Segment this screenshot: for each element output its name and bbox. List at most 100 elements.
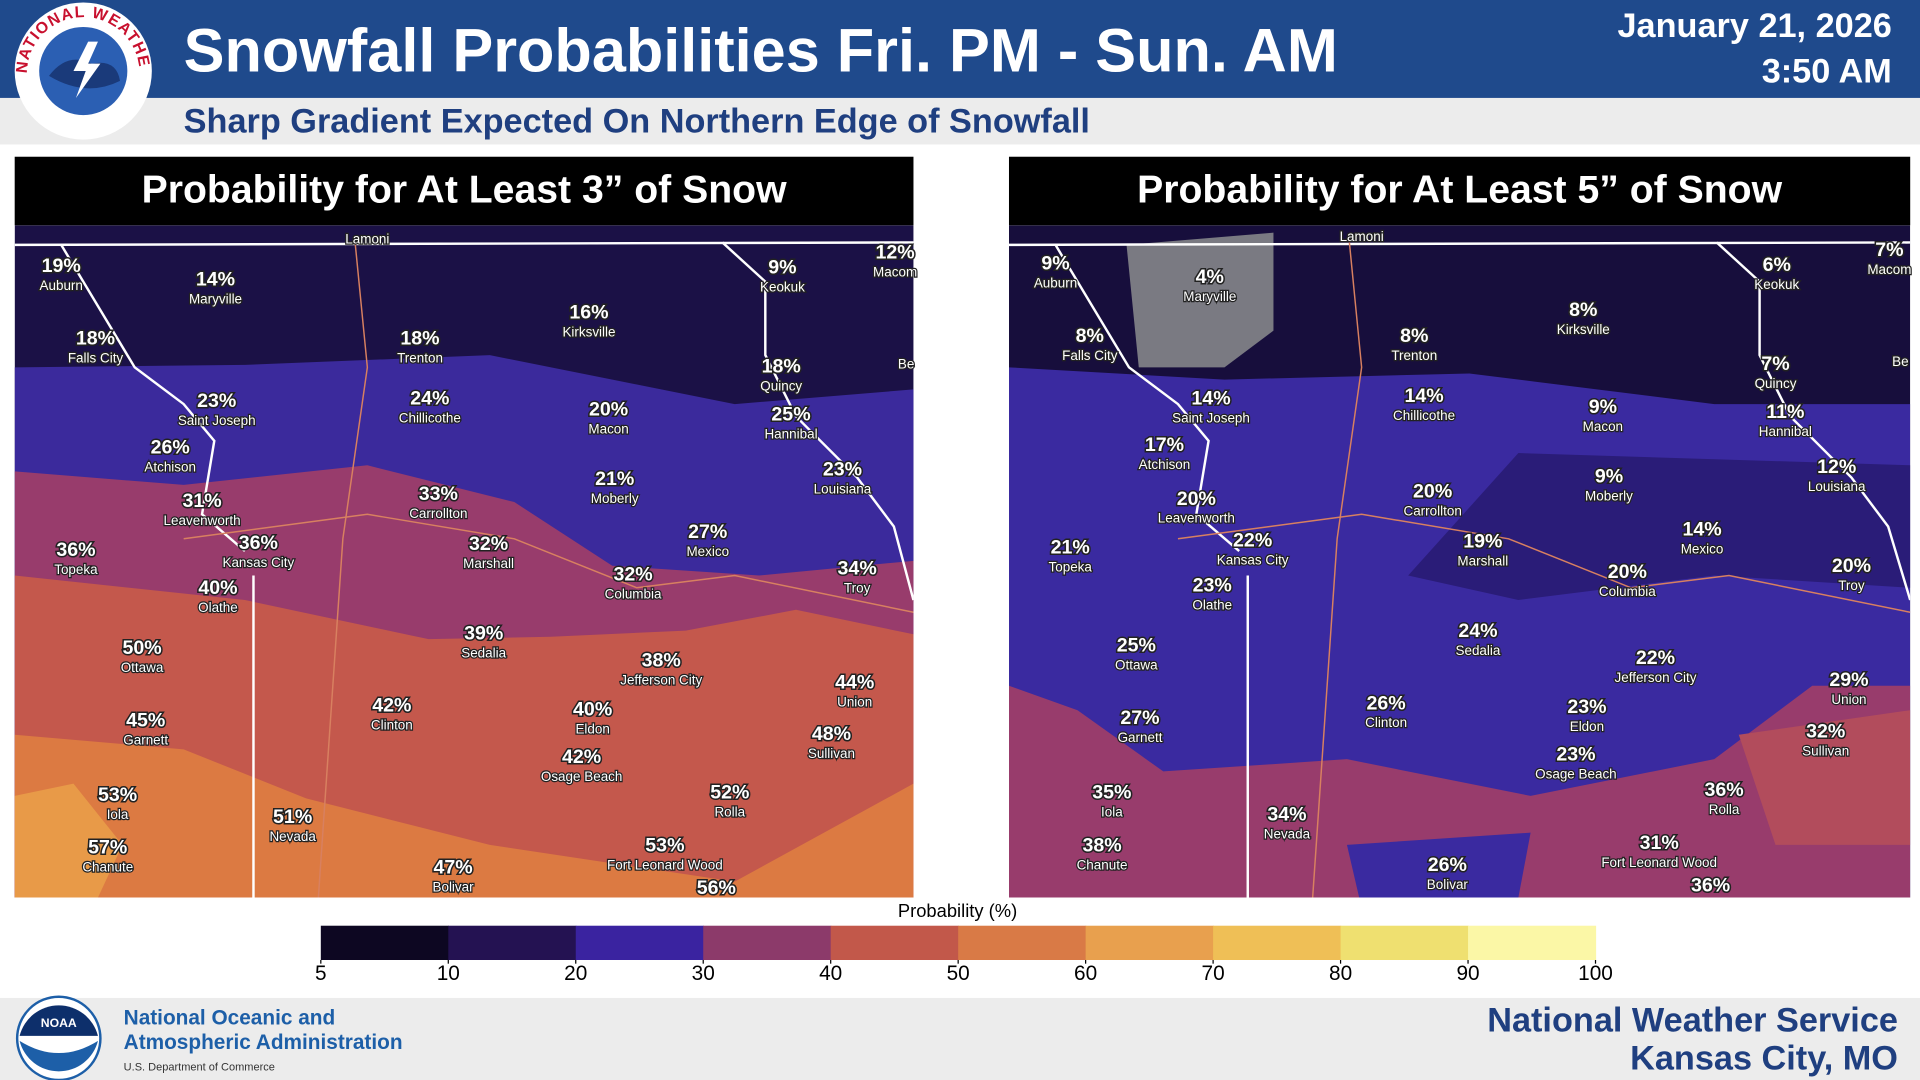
legend-swatch [1085, 925, 1214, 960]
probability-label: 22% [1233, 529, 1272, 551]
city-label: Garnett [1118, 730, 1163, 745]
probability-label: 25% [1117, 635, 1156, 657]
probability-label: 19% [1463, 531, 1502, 553]
probability-label: 53% [98, 784, 137, 806]
city-label: Macom [1867, 262, 1911, 277]
legend-tick-label: 70 [1202, 962, 1225, 985]
subtitle-bar [0, 97, 1920, 145]
city-label: Rolla [1709, 802, 1740, 817]
probability-label: 8% [1076, 325, 1104, 347]
panel-title: Probability for At Least 5” of Snow [1137, 169, 1782, 212]
city-label: Jefferson City [1615, 670, 1697, 685]
city-label: Eldon [575, 721, 609, 736]
probability-label: 14% [1191, 387, 1230, 409]
legend-tick-label: 40 [819, 962, 842, 985]
legend-tick-label: 5 [315, 962, 327, 985]
office-location: Kansas City, MO [1630, 1039, 1898, 1077]
city-label: Atchison [1139, 457, 1191, 472]
legend-tick-label: 30 [692, 962, 715, 985]
legend-swatch [1213, 925, 1342, 960]
probability-label: 40% [198, 577, 237, 599]
city-label: Union [837, 694, 872, 709]
probability-label: 23% [197, 390, 236, 412]
probability-label: 20% [1413, 480, 1452, 502]
probability-label: 21% [1051, 537, 1090, 559]
legend-tick-label: 10 [437, 962, 460, 985]
probability-label: 36% [1691, 875, 1730, 897]
city-label: Maryville [189, 292, 242, 307]
probability-label: 8% [1400, 325, 1428, 347]
probability-label: 23% [1193, 575, 1232, 597]
city-label: Carrollton [409, 506, 467, 521]
city-label: Sullivan [1802, 743, 1849, 758]
city-label: Kansas City [222, 555, 294, 570]
legend-swatch [958, 925, 1087, 960]
legend-tick-label: 80 [1329, 962, 1352, 985]
office: National Weather Service [1487, 1002, 1898, 1040]
probability-label: 25% [771, 403, 810, 425]
city-label: Nevada [1264, 827, 1311, 842]
city-label: Trenton [1391, 348, 1437, 363]
city-label: Rolla [714, 805, 745, 820]
probability-label: 36% [239, 532, 278, 554]
probability-label: 4% [1196, 266, 1224, 288]
legend: Probability (%) 5 10 20 30 40 50 60 70 80 90 100 [315, 900, 1613, 985]
city-label: Keokuk [760, 279, 805, 294]
probability-label: 47% [433, 856, 472, 878]
city-label: Atchison [144, 459, 196, 474]
probability-label: 21% [595, 468, 634, 490]
panel-title-bar [1008, 156, 1911, 226]
agency-line2: Atmospheric Administration [124, 1031, 403, 1054]
city-label: Eldon [1570, 719, 1604, 734]
city-label: Sedalia [461, 645, 506, 660]
legend-tick-label: 90 [1456, 962, 1479, 985]
city-label: Columbia [605, 587, 662, 602]
header-bar [0, 0, 1920, 98]
probability-label: 36% [56, 539, 95, 561]
city-label: Chanute [82, 860, 133, 875]
city-label: Bolivar [432, 879, 474, 894]
probability-label: 36% [1704, 779, 1743, 801]
city-label: Leavenworth [1158, 511, 1235, 526]
legend-swatch [320, 925, 449, 960]
city-label: Chillicothe [399, 410, 461, 425]
probability-label: 38% [642, 649, 681, 671]
city-label: Fort Leonard Wood [607, 857, 723, 872]
city-label: Auburn [40, 278, 83, 293]
probability-label: 38% [1082, 834, 1121, 856]
probability-label: 45% [126, 709, 165, 731]
city-label: Louisiana [1808, 479, 1866, 494]
city-label: Kansas City [1217, 552, 1289, 567]
city-label: Nevada [269, 829, 316, 844]
city-label: Maryville [1183, 289, 1236, 304]
probability-label: 6% [1763, 254, 1791, 276]
probability-label: 22% [1636, 647, 1675, 669]
probability-label: 48% [812, 723, 851, 745]
city-label: Macom [873, 265, 917, 280]
city-label: Clinton [371, 718, 413, 733]
probability-label: 17% [1145, 434, 1184, 456]
probability-label: 56% [697, 877, 736, 899]
city-label: Quincy [760, 379, 802, 394]
probability-label: 20% [1177, 488, 1216, 510]
probability-label: 27% [688, 521, 727, 543]
agency-line1: National Oceanic and [124, 1006, 336, 1029]
probability-label: 31% [182, 490, 221, 512]
probability-label: 51% [273, 806, 312, 828]
probability-label: 34% [838, 558, 877, 580]
city-label: Troy [844, 581, 871, 596]
city-label: Be [1892, 354, 1908, 369]
time: 3:50 AM [1762, 53, 1892, 91]
probability-label: 39% [464, 622, 503, 644]
city-label: Marshall [1457, 554, 1508, 569]
probability-label: 44% [835, 671, 874, 693]
city-label: Leavenworth [164, 513, 241, 528]
city-label: Mexico [1681, 541, 1724, 556]
probability-label: 9% [1589, 396, 1617, 418]
city-label: Carrollton [1403, 503, 1461, 518]
probability-label: 52% [710, 782, 749, 804]
legend-swatch [448, 925, 577, 960]
city-label: Fort Leonard Wood [1601, 855, 1717, 870]
city-label: Topeka [1049, 560, 1093, 575]
